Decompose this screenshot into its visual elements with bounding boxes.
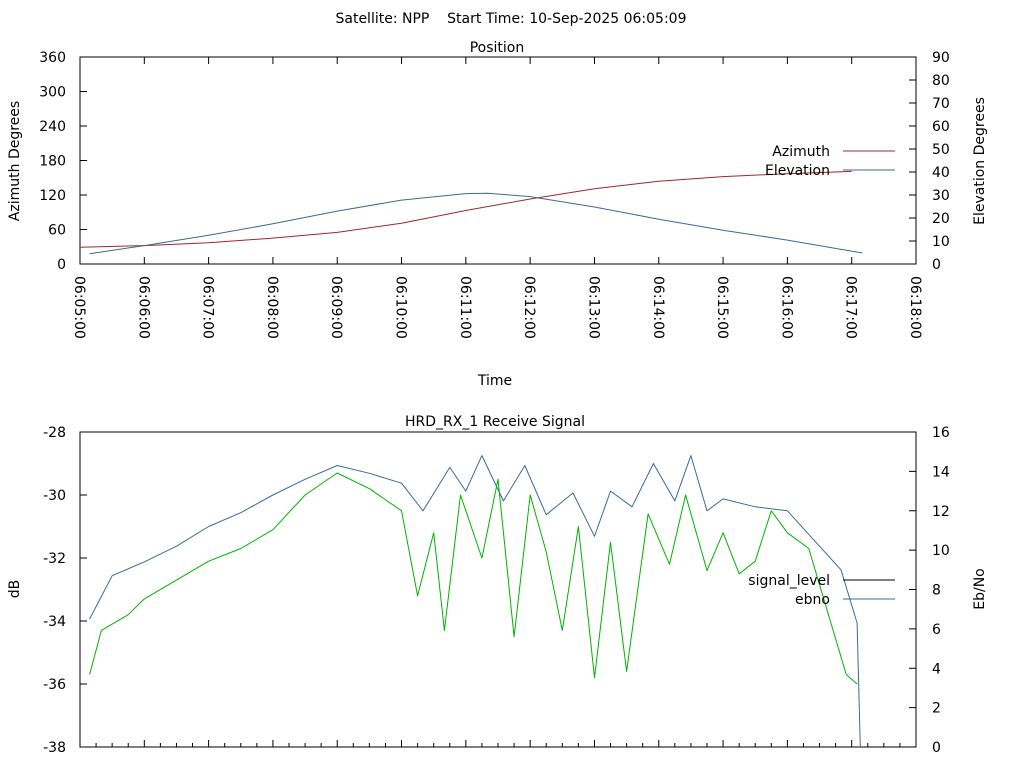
sig-right-tick-label: 8 <box>932 583 941 599</box>
pos-right-tick-label: 90 <box>932 50 950 66</box>
sig-right-tick-label: 0 <box>932 740 941 756</box>
position-legend: Azimuth Elevation <box>765 144 895 179</box>
sig-right-tick-label: 6 <box>932 622 941 638</box>
signal-chart-title: HRD_RX_1 Receive Signal <box>405 414 585 430</box>
position-right-axis-label: Elevation Degrees <box>972 97 988 225</box>
pos-x-tick-label: 06:13:00 <box>585 276 601 339</box>
pos-left-tick-label: 240 <box>39 119 66 135</box>
sig-left-tick-label: -38 <box>43 740 66 756</box>
pos-x-tick-label: 06:11:00 <box>457 276 473 339</box>
signal-left-axis-label: dB <box>7 580 23 599</box>
position-left-axis: 0 60 120 180 240 300 360 <box>39 50 87 273</box>
position-series <box>79 170 863 255</box>
sig-right-tick-label: 10 <box>932 543 950 559</box>
sig-series-line-1 <box>89 455 861 748</box>
pos-left-tick-label: 360 <box>39 50 66 66</box>
pos-x-tick-label: 06:05:00 <box>71 276 87 339</box>
pos-x-tick-label: 06:08:00 <box>264 276 280 339</box>
pos-x-tick-label: 06:16:00 <box>778 276 794 339</box>
pos-x-tick-label: 06:15:00 <box>714 276 730 339</box>
sig-right-tick-label: 16 <box>932 425 950 441</box>
pos-series-line-0 <box>79 170 852 248</box>
pos-x-tick-label: 06:17:00 <box>843 276 859 339</box>
sig-right-tick-label: 4 <box>932 661 941 677</box>
pos-x-tick-label: 06:06:00 <box>135 276 151 339</box>
position-chart-title: Position <box>470 40 525 56</box>
sig-right-tick-label: 12 <box>932 504 950 520</box>
pos-right-tick-label: 20 <box>932 211 950 227</box>
position-chart: Position 06:05:00 06:06:00 06:07:00 06:08:0… <box>7 40 988 389</box>
pos-x-tick-label: 06:09:00 <box>328 276 344 339</box>
pos-right-tick-label: 80 <box>932 73 950 89</box>
pos-right-tick-label: 30 <box>932 188 950 204</box>
pos-right-tick-label: 10 <box>932 234 950 250</box>
pos-left-tick-label: 300 <box>39 85 66 101</box>
position-plot-frame <box>79 56 917 265</box>
sig-legend-label: signal_level <box>748 573 830 589</box>
position-x-axis: 06:05:00 06:06:00 06:07:00 06:08:00 06:09:00… <box>71 57 923 339</box>
sig-legend-label: ebno <box>795 592 830 608</box>
sig-series-line-2 <box>89 472 858 685</box>
pos-left-tick-label: 120 <box>39 188 66 204</box>
pos-right-tick-label: 40 <box>932 165 950 181</box>
pos-x-tick-label: 06:14:00 <box>650 276 666 339</box>
pos-series-line-1 <box>89 192 863 255</box>
sig-left-tick-label: -36 <box>43 677 66 693</box>
pos-x-tick-label: 06:18:00 <box>907 276 923 339</box>
signal-series <box>89 455 861 748</box>
position-right-axis: 0 10 20 30 40 50 60 70 80 90 <box>909 50 950 273</box>
signal-right-axis-label: Eb/No <box>972 568 988 610</box>
pos-right-tick-label: 70 <box>932 96 950 112</box>
sig-right-tick-label: 2 <box>932 701 941 717</box>
pos-right-tick-label: 50 <box>932 142 950 158</box>
position-x-axis-label: Time <box>477 373 512 389</box>
pos-right-tick-label: 60 <box>932 119 950 135</box>
pos-legend-label: Azimuth <box>772 144 830 160</box>
pos-left-tick-label: 60 <box>48 223 66 239</box>
sig-right-tick-label: 14 <box>932 464 950 480</box>
signal-right-axis: 0 2 4 6 8 10 12 14 16 <box>909 425 950 756</box>
pos-right-tick-label: 0 <box>932 257 941 273</box>
sig-left-tick-label: -28 <box>43 425 66 441</box>
pos-x-tick-label: 06:07:00 <box>200 276 216 339</box>
figure-header: Satellite: NPP Start Time: 10-Sep-2025 0… <box>335 11 686 27</box>
position-left-axis-label: Azimuth Degrees <box>7 101 23 221</box>
signal-left-axis: -28 -30 -32 -34 -36 -38 <box>43 425 87 756</box>
sig-left-tick-label: -32 <box>43 551 66 567</box>
signal-x-axis <box>79 740 917 747</box>
pos-x-tick-label: 06:12:00 <box>521 276 537 339</box>
pos-legend-label: Elevation <box>765 163 830 179</box>
pos-x-tick-label: 06:10:00 <box>393 276 409 339</box>
pos-left-tick-label: 0 <box>57 257 66 273</box>
sig-left-tick-label: -34 <box>43 614 66 630</box>
sig-left-tick-label: -30 <box>43 488 66 504</box>
signal-chart: HRD_RX_1 Receive Signal -28-30-32-34-36-… <box>7 414 988 756</box>
pos-left-tick-label: 180 <box>39 154 66 170</box>
